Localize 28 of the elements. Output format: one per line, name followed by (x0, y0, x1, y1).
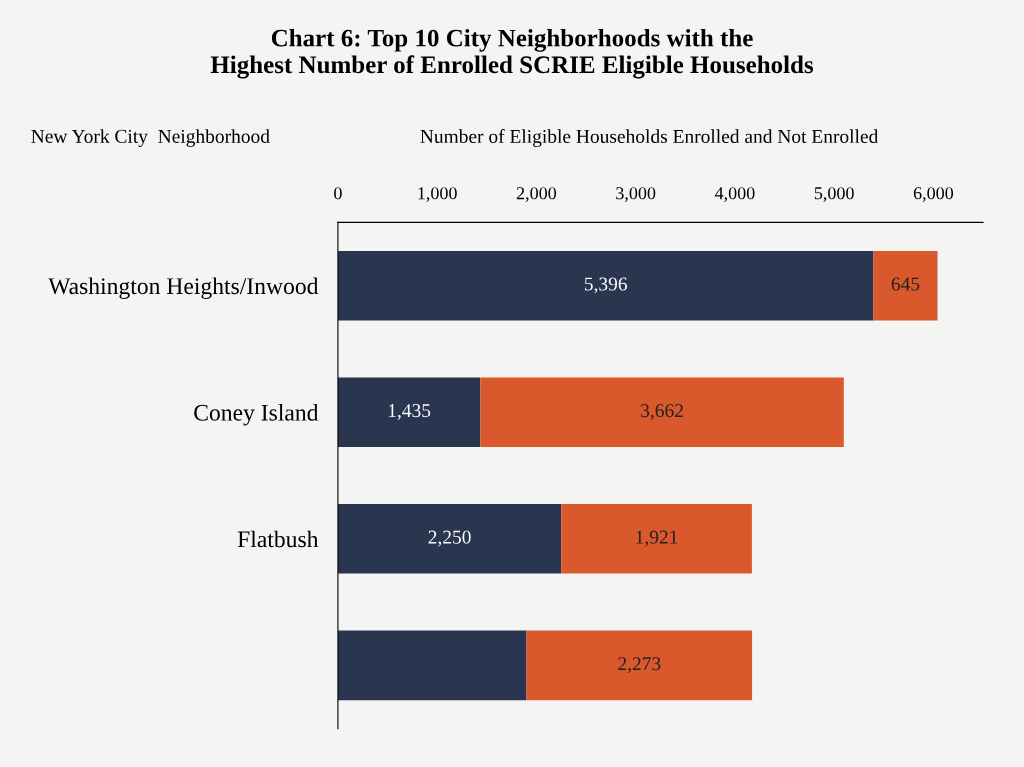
data-label: 1,435 (388, 404, 431, 420)
x-tick-label: 4,000 (714, 187, 755, 202)
data-label: 5,396 (584, 277, 627, 294)
data-label: 2,250 (428, 530, 471, 547)
y-tick-label: Flatbush (237, 530, 319, 548)
x-tick-label: 2,000 (516, 187, 557, 202)
data-label: 2,273 (618, 657, 661, 674)
bar (337, 250, 874, 321)
x-tick-label: 5,000 (814, 187, 854, 202)
bar (337, 377, 481, 448)
x-tick-label: 0 (334, 187, 342, 200)
bar (337, 630, 527, 701)
bar (480, 377, 844, 448)
x-axis-title: Number of Eligible Households Enrolled and Not Enrolled (420, 129, 879, 147)
x-tick-label: 6,000 (913, 187, 954, 202)
y-tick-label: Coney Island (194, 404, 319, 426)
bar (873, 250, 938, 321)
y-tick-label: Washington Heights/Inwood (48, 277, 319, 299)
bar (561, 504, 752, 574)
x-tick-label: 1,000 (418, 187, 457, 202)
bar (526, 630, 753, 701)
data-label: 3,662 (641, 404, 683, 420)
y-axis-title: New York City Neighborhood (31, 129, 270, 147)
data-label: 1,921 (636, 530, 678, 547)
chart-title: Chart 6: Top 10 City Neighborhoods with the Highest Number of Enrolled SCRIE Eligible Households (210, 28, 814, 79)
data-label: 645 (891, 277, 920, 291)
bar (337, 504, 562, 574)
x-tick-label: 3,000 (616, 187, 656, 202)
